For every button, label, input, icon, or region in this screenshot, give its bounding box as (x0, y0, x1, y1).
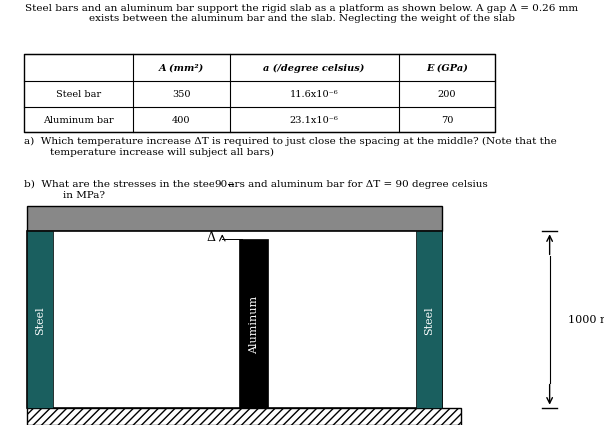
Text: Aluminum: Aluminum (249, 295, 259, 353)
Text: Steel: Steel (424, 306, 434, 334)
Text: a)  Which temperature increase ΔT is required to just close the spacing at the m: a) Which temperature increase ΔT is requ… (24, 137, 557, 156)
Text: E (GPa): E (GPa) (426, 64, 468, 73)
Text: 400: 400 (172, 115, 190, 125)
Text: 1000 mm: 1000 mm (568, 315, 604, 325)
Bar (27, 408, 461, 425)
Text: Aluminum bar: Aluminum bar (43, 115, 114, 125)
Text: 11.6x10⁻⁶: 11.6x10⁻⁶ (290, 90, 338, 99)
Text: 90: 90 (214, 180, 228, 189)
Text: Steel bar: Steel bar (56, 90, 101, 99)
Text: 70: 70 (441, 115, 453, 125)
Bar (416, 232, 442, 408)
Bar (27, 206, 442, 232)
Bar (239, 240, 268, 408)
Bar (27, 232, 442, 408)
Text: 200: 200 (438, 90, 456, 99)
Text: Steel: Steel (35, 306, 45, 334)
Text: Steel bars and an aluminum bar support the rigid slab as a platform as shown bel: Steel bars and an aluminum bar support t… (25, 4, 579, 23)
Bar (27, 232, 53, 408)
Text: 23.1x10⁻⁶: 23.1x10⁻⁶ (290, 115, 338, 125)
Text: A (mm²): A (mm²) (159, 64, 204, 73)
Text: 350: 350 (172, 90, 190, 99)
Text: Δ: Δ (206, 230, 215, 243)
Text: a (/degree celsius): a (/degree celsius) (263, 64, 365, 73)
Text: b)  What are the stresses in the steel bars and aluminum bar for ΔT = 90 degree : b) What are the stresses in the steel ba… (24, 180, 488, 199)
